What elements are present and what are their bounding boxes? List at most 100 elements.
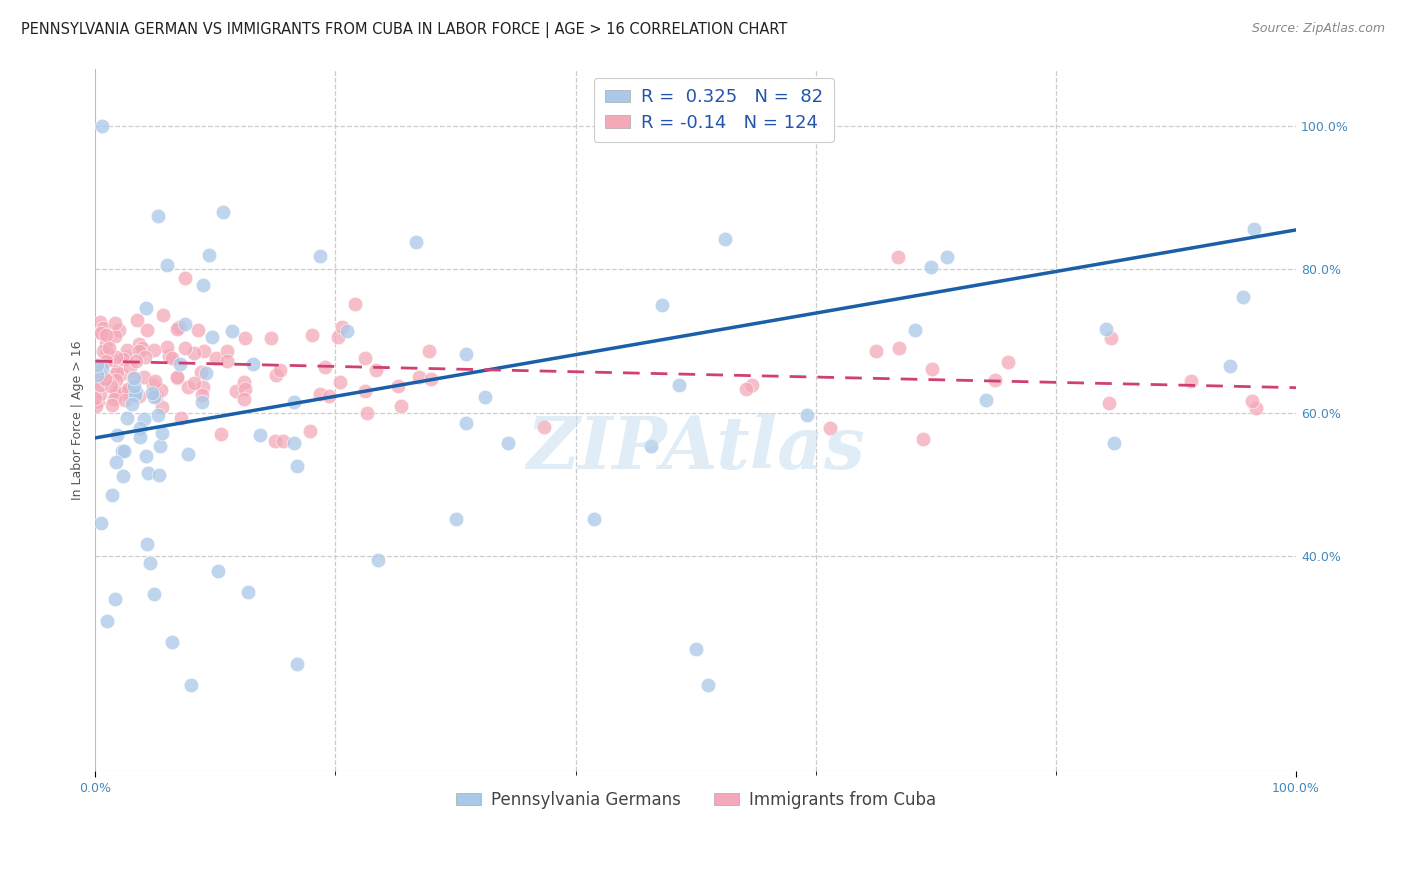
Point xyxy=(104,384,127,399)
Point xyxy=(146,408,169,422)
Point xyxy=(94,327,117,342)
Point xyxy=(183,376,205,391)
Text: Source: ZipAtlas.com: Source: ZipAtlas.com xyxy=(1251,22,1385,36)
Point xyxy=(997,355,1019,369)
Point xyxy=(142,586,165,600)
Point xyxy=(233,375,256,389)
Point xyxy=(104,374,127,388)
Point xyxy=(131,341,153,355)
Point xyxy=(176,379,198,393)
Point xyxy=(142,390,165,404)
Point xyxy=(685,642,707,657)
Point xyxy=(103,392,125,407)
Point xyxy=(150,400,173,414)
Point xyxy=(301,328,323,343)
Point xyxy=(90,361,112,376)
Point xyxy=(143,374,166,388)
Point xyxy=(190,365,212,379)
Point xyxy=(136,537,159,551)
Point xyxy=(1240,393,1263,408)
Point xyxy=(124,387,146,401)
Point xyxy=(936,250,959,264)
Point xyxy=(354,384,377,398)
Point xyxy=(904,323,927,337)
Point xyxy=(91,119,114,133)
Point xyxy=(86,367,108,381)
Y-axis label: In Labor Force | Age > 16: In Labor Force | Age > 16 xyxy=(72,340,84,500)
Point xyxy=(1243,222,1265,236)
Point xyxy=(215,354,238,368)
Point xyxy=(84,391,107,405)
Point xyxy=(1098,396,1121,410)
Point xyxy=(191,380,214,394)
Point xyxy=(1102,436,1125,450)
Point xyxy=(128,337,150,351)
Point xyxy=(125,353,148,368)
Point xyxy=(96,346,118,360)
Point xyxy=(104,329,127,343)
Point xyxy=(496,436,519,450)
Point xyxy=(156,258,179,272)
Point xyxy=(121,370,143,384)
Point xyxy=(921,362,943,376)
Point xyxy=(264,368,287,382)
Point xyxy=(101,488,124,502)
Point xyxy=(408,370,430,384)
Point xyxy=(142,343,165,357)
Point xyxy=(117,343,139,358)
Point xyxy=(387,379,409,393)
Point xyxy=(128,389,150,403)
Point xyxy=(87,394,110,409)
Point xyxy=(405,235,427,249)
Point xyxy=(177,447,200,461)
Point xyxy=(149,383,172,397)
Point xyxy=(264,434,287,449)
Point xyxy=(118,383,141,397)
Point xyxy=(170,411,193,425)
Point xyxy=(94,336,117,351)
Point xyxy=(285,657,308,671)
Point xyxy=(714,232,737,246)
Point xyxy=(187,323,209,337)
Point xyxy=(242,357,264,371)
Point xyxy=(233,382,256,396)
Point xyxy=(166,371,188,385)
Point xyxy=(211,205,233,219)
Point xyxy=(142,378,165,392)
Point xyxy=(115,351,138,365)
Point xyxy=(174,270,197,285)
Point xyxy=(318,389,340,403)
Point xyxy=(193,278,215,293)
Point xyxy=(89,378,111,392)
Point xyxy=(105,365,128,379)
Point xyxy=(474,390,496,404)
Point xyxy=(974,392,997,407)
Point xyxy=(741,377,763,392)
Point xyxy=(111,469,134,483)
Point xyxy=(96,354,118,368)
Point xyxy=(93,344,115,359)
Point xyxy=(283,395,305,409)
Point xyxy=(328,329,350,343)
Point xyxy=(734,382,756,396)
Point xyxy=(232,392,254,407)
Point xyxy=(456,347,478,361)
Point xyxy=(419,372,441,386)
Point xyxy=(668,377,690,392)
Point xyxy=(138,466,160,480)
Point xyxy=(533,419,555,434)
Point xyxy=(122,371,145,385)
Point xyxy=(336,324,359,338)
Point xyxy=(141,386,163,401)
Point xyxy=(86,358,108,372)
Point xyxy=(195,366,218,380)
Point xyxy=(132,412,155,426)
Text: ZIPAtlas: ZIPAtlas xyxy=(526,413,865,483)
Point xyxy=(174,317,197,331)
Point xyxy=(353,351,375,365)
Point xyxy=(124,385,146,400)
Point xyxy=(84,374,107,388)
Point xyxy=(104,592,127,607)
Point xyxy=(298,424,321,438)
Point xyxy=(1244,401,1267,415)
